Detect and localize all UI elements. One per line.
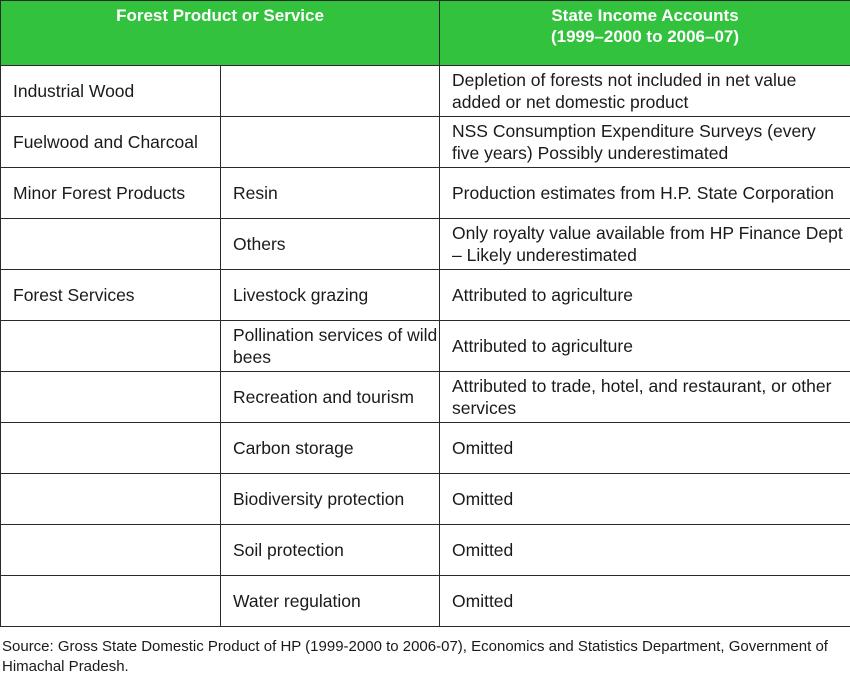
header-state-income-accounts: State Income Accounts (1999–2000 to 2006… [439, 0, 850, 66]
table-row: Recreation and tourism Attributed to trad… [0, 371, 850, 423]
cell-category: Fuelwood and Charcoal [0, 116, 221, 168]
cell-category: Forest Services [0, 269, 221, 321]
cell-item [220, 65, 440, 117]
cell-category [0, 422, 221, 474]
cell-state-accounts: Omitted [439, 524, 850, 576]
cell-state-accounts: Omitted [439, 473, 850, 525]
cell-category: Minor Forest Products [0, 167, 221, 219]
header-forest-product-label: Forest Product or Service [116, 6, 324, 25]
cell-category: Industrial Wood [0, 65, 221, 117]
cell-state-accounts: Omitted [439, 575, 850, 627]
table-row: Forest Services Livestock grazing Attribut… [0, 269, 850, 321]
cell-category [0, 473, 221, 525]
cell-state-accounts: Attributed to agriculture [439, 320, 850, 372]
cell-item: Livestock grazing [220, 269, 440, 321]
cell-state-accounts: Attributed to agriculture [439, 269, 850, 321]
cell-category [0, 320, 221, 372]
cell-item: Carbon storage [220, 422, 440, 474]
cell-state-accounts: Omitted [439, 422, 850, 474]
table-row: Pollination services of wild bees Attribu… [0, 320, 850, 372]
cell-state-accounts: NSS Consumption Expenditure Surveys (eve… [439, 116, 850, 168]
table-row: Minor Forest Products Resin Production est… [0, 167, 850, 219]
header-state-income-line2: (1999–2000 to 2006–07) [550, 27, 740, 46]
table-row: Soil protection Omitted [0, 524, 850, 576]
cell-item: Pollination services of wild bees [220, 320, 440, 372]
table-row: Biodiversity protection Omitted [0, 473, 850, 525]
table-row: Carbon storage Omitted [0, 422, 850, 474]
cell-category [0, 371, 221, 423]
table-body: Industrial Wood Depletion of forests not … [0, 65, 850, 627]
cell-item [220, 116, 440, 168]
cell-state-accounts: Attributed to trade, hotel, and restaura… [439, 371, 850, 423]
table-row: Others Only royalty value available from … [0, 218, 850, 270]
forest-accounts-table-wrapper: Forest Product or Service State Income A… [0, 0, 850, 627]
header-forest-product: Forest Product or Service [0, 0, 440, 66]
cell-item: Others [220, 218, 440, 270]
cell-item: Soil protection [220, 524, 440, 576]
header-state-income-line1: State Income Accounts [551, 6, 739, 25]
forest-accounts-table: Forest Product or Service State Income A… [0, 0, 850, 627]
header-row: Forest Product or Service State Income A… [0, 0, 850, 66]
cell-item: Recreation and tourism [220, 371, 440, 423]
source-note: Source: Gross State Domestic Product of … [2, 638, 828, 675]
cell-category [0, 218, 221, 270]
table-row: Water regulation Omitted [0, 575, 850, 627]
cell-item: Resin [220, 167, 440, 219]
cell-state-accounts: Production estimates from H.P. State Cor… [439, 167, 850, 219]
header-state-income-label: State Income Accounts (1999–2000 to 2006… [440, 1, 850, 47]
cell-category [0, 524, 221, 576]
table-row: Industrial Wood Depletion of forests not … [0, 65, 850, 117]
table-header: Forest Product or Service State Income A… [0, 0, 850, 66]
cell-state-accounts: Depletion of forests not included in net… [439, 65, 850, 117]
table-row: Fuelwood and Charcoal NSS Consumption Exp… [0, 116, 850, 168]
cell-item: Biodiversity protection [220, 473, 440, 525]
cell-category [0, 575, 221, 627]
cell-item: Water regulation [220, 575, 440, 627]
cell-state-accounts: Only royalty value available from HP Fin… [439, 218, 850, 270]
